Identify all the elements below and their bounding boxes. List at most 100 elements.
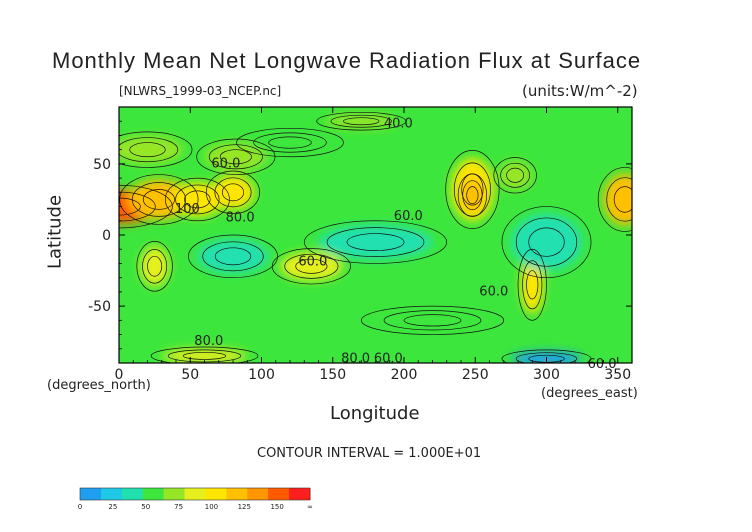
contour-line: [500, 162, 531, 188]
colorbar-label: 75: [174, 503, 183, 511]
field-region: [127, 179, 191, 220]
contour-line: [326, 227, 425, 257]
contour-line: [184, 190, 211, 209]
contour-line: [403, 314, 462, 327]
field-region: [280, 252, 343, 281]
contour-line: [119, 191, 156, 222]
contour-line: [119, 197, 141, 216]
contour-line: [360, 305, 505, 335]
contour-line: [196, 138, 276, 175]
x-unit-label: (degrees_north): [47, 378, 151, 393]
contour-label: 100: [175, 202, 200, 217]
colorbar-swatch: [226, 488, 248, 500]
contour-line: [136, 241, 173, 292]
contour-line: [214, 247, 252, 266]
x-tick-label: 0: [115, 367, 124, 383]
field-region: [325, 114, 397, 129]
contour-line: [150, 346, 259, 363]
contour-line: [142, 189, 175, 210]
contour-line: [295, 258, 328, 274]
contour-line: [164, 177, 230, 222]
contour-label: 60.0: [298, 255, 327, 270]
colorbar-label: ∞: [307, 503, 313, 511]
contour-line: [253, 132, 327, 153]
field-region: [510, 213, 583, 271]
field-region: [461, 178, 484, 213]
colorbar: 0 25 50 75 100 125 150 ∞: [78, 487, 313, 511]
colorbar-swatch: [289, 488, 311, 500]
field-region: [375, 308, 490, 332]
field-region: [520, 256, 544, 314]
field-regions: [119, 114, 632, 363]
contour-line: [528, 227, 565, 257]
contour-label: 40.0: [384, 117, 413, 132]
field-region: [161, 348, 248, 363]
x-tick-label: 200: [391, 367, 418, 383]
y-axis-ticks: 50 0 -50: [88, 120, 632, 350]
contour-line: [188, 234, 278, 279]
y-tick-label: 0: [102, 228, 111, 244]
y-tick-label: 50: [93, 157, 111, 173]
contour-line: [501, 349, 592, 363]
contour-line: [330, 114, 392, 128]
contour-line: [515, 217, 578, 267]
contour-label: 80.0: [226, 211, 255, 226]
colorbar-label: 150: [270, 503, 283, 511]
colorbar-swatch: [142, 488, 165, 500]
chart-title: Monthly Mean Net Longwave Radiation Flux…: [52, 48, 642, 73]
contour-line: [346, 233, 405, 251]
colorbar-swatch: [268, 488, 290, 500]
contour-line: [131, 182, 186, 217]
contour-line: [119, 184, 173, 229]
x-tick-label: 100: [248, 367, 275, 383]
contour-line: [208, 144, 263, 170]
y-unit-label: (degrees_east): [541, 386, 638, 401]
contour-line: [147, 255, 163, 277]
contour-line: [182, 351, 227, 360]
contour-label: 80.0: [341, 351, 370, 366]
x-tick-label: 350: [604, 367, 631, 383]
contour-lines: [119, 111, 632, 363]
contour-line: [205, 170, 261, 215]
contour-line: [142, 249, 168, 284]
contour-line: [597, 167, 632, 232]
contour-line: [119, 137, 179, 163]
units-label: (units:W/m^-2): [522, 82, 638, 100]
contour-line: [383, 310, 482, 331]
contour-label: 60.0: [374, 351, 403, 366]
contour-line: [119, 131, 193, 168]
contour-line: [303, 220, 448, 264]
contour-line: [462, 180, 483, 211]
contour-line: [457, 173, 487, 217]
colorbar-swatch: [80, 488, 102, 500]
contour-line: [606, 177, 632, 222]
x-tick-label: 300: [533, 367, 560, 383]
contour-line: [214, 177, 252, 208]
colorbar-frame: [79, 487, 311, 501]
contour-line: [613, 186, 632, 213]
field-region: [603, 173, 632, 226]
field-region: [140, 246, 169, 287]
contour-line: [316, 111, 407, 131]
field-region: [204, 142, 268, 171]
contour-line: [526, 270, 539, 300]
contour-label: 60.0: [479, 284, 508, 299]
colorbar-swatch: [184, 488, 206, 500]
colorbar-label: 0: [78, 503, 82, 511]
contour-line: [175, 184, 220, 215]
contour-line: [515, 352, 578, 363]
x-tick-label: 50: [181, 367, 199, 383]
contour-line: [236, 127, 344, 158]
colorbar-label: 50: [141, 503, 150, 511]
contour-line: [445, 150, 500, 229]
x-tick-label: 150: [319, 367, 346, 383]
field-region: [318, 225, 433, 260]
contour-line: [129, 142, 166, 158]
contour-label: 60.0: [588, 357, 617, 372]
field-region: [119, 135, 184, 164]
colorbar-label: 25: [108, 503, 117, 511]
colorbar-swatch: [205, 488, 227, 500]
contour-line: [453, 162, 491, 217]
contour-line: [219, 149, 252, 165]
